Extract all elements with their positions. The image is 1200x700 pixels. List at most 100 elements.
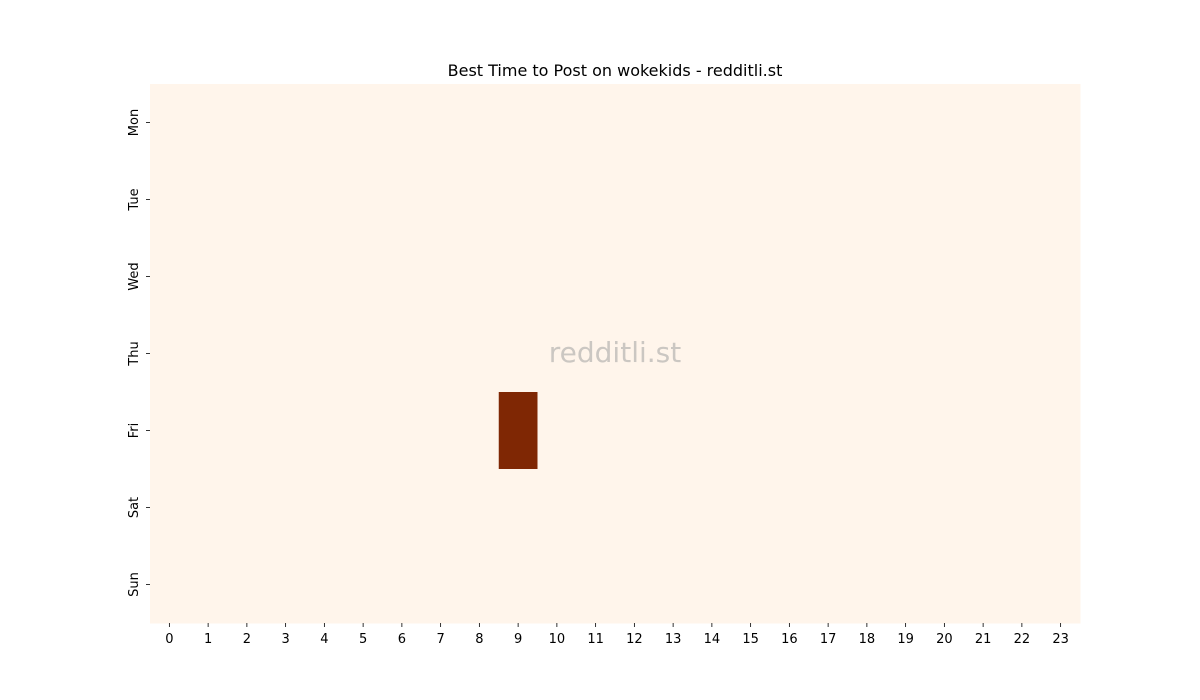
y-tick-label: Sun [127, 572, 142, 597]
heatmap-cell-sun-4 [305, 546, 345, 624]
heatmap-cell-sun-11 [576, 546, 616, 624]
heatmap-cell-sun-5 [343, 546, 383, 624]
x-tick-label: 3 [281, 632, 289, 647]
heatmap-cell-tue-5 [343, 161, 383, 239]
heatmap-cell-thu-17 [808, 315, 848, 393]
heatmap-cell-wed-13 [653, 238, 693, 316]
heatmap-cell-thu-7 [421, 315, 461, 393]
heatmap-cell-sat-12 [615, 469, 655, 547]
heatmap-cell-mon-20 [925, 84, 965, 162]
heatmap-cell-fri-9 [498, 392, 538, 470]
heatmap-cell-tue-0 [150, 161, 190, 239]
heatmap-cell-tue-15 [731, 161, 771, 239]
heatmap-cell-sun-14 [692, 546, 732, 624]
heatmap-cell-mon-19 [886, 84, 926, 162]
y-tick-label: Wed [127, 262, 142, 290]
heatmap-cell-sat-10 [537, 469, 577, 547]
heatmap-cell-wed-20 [925, 238, 965, 316]
heatmap-cell-mon-17 [808, 84, 848, 162]
heatmap-cell-tue-20 [925, 161, 965, 239]
heatmap-cell-wed-22 [1002, 238, 1042, 316]
heatmap-cell-tue-16 [770, 161, 810, 239]
x-tick-label: 21 [975, 632, 992, 647]
x-tick-label: 11 [587, 632, 604, 647]
heatmap-cell-fri-18 [847, 392, 887, 470]
heatmap-cell-sat-9 [498, 469, 538, 547]
heatmap-cell-fri-6 [382, 392, 422, 470]
heatmap-cell-wed-6 [382, 238, 422, 316]
heatmap-cell-fri-4 [305, 392, 345, 470]
x-tick-label: 18 [859, 632, 876, 647]
x-tick-label: 22 [1014, 632, 1031, 647]
heatmap-cell-wed-11 [576, 238, 616, 316]
heatmap-cell-sun-0 [150, 546, 190, 624]
heatmap-cell-wed-16 [770, 238, 810, 316]
heatmap-cell-thu-2 [227, 315, 267, 393]
heatmap-cell-sat-14 [692, 469, 732, 547]
heatmap-cell-wed-15 [731, 238, 771, 316]
heatmap-cell-mon-9 [498, 84, 538, 162]
heatmap-cell-fri-22 [1002, 392, 1042, 470]
heatmap-cell-tue-18 [847, 161, 887, 239]
heatmap-cell-thu-10 [537, 315, 577, 393]
heatmap-cell-mon-6 [382, 84, 422, 162]
heatmap-cell-mon-8 [460, 84, 500, 162]
heatmap-cell-wed-9 [498, 238, 538, 316]
heatmap-cell-tue-4 [305, 161, 345, 239]
heatmap-cell-sat-7 [421, 469, 461, 547]
heatmap-cell-tue-11 [576, 161, 616, 239]
heatmap-cell-mon-22 [1002, 84, 1042, 162]
heatmap-cell-tue-12 [615, 161, 655, 239]
heatmap-cell-mon-15 [731, 84, 771, 162]
heatmap-cell-sat-5 [343, 469, 383, 547]
heatmap-cell-sun-7 [421, 546, 461, 624]
heatmap-cell-mon-5 [343, 84, 383, 162]
heatmap-cell-wed-21 [963, 238, 1003, 316]
heatmap-cell-tue-1 [188, 161, 228, 239]
heatmap-cell-fri-0 [150, 392, 190, 470]
heatmap-cell-thu-8 [460, 315, 500, 393]
heatmap-cell-sun-1 [188, 546, 228, 624]
heatmap-cell-fri-13 [653, 392, 693, 470]
heatmap-cell-fri-19 [886, 392, 926, 470]
heatmap-cell-tue-13 [653, 161, 693, 239]
heatmap-cell-sat-11 [576, 469, 616, 547]
heatmap-cell-tue-3 [266, 161, 306, 239]
heatmap-cell-sat-21 [963, 469, 1003, 547]
heatmap-cell-fri-21 [963, 392, 1003, 470]
heatmap-cell-sat-13 [653, 469, 693, 547]
heatmap-cell-tue-10 [537, 161, 577, 239]
heatmap-cell-tue-2 [227, 161, 267, 239]
heatmap-cell-wed-1 [188, 238, 228, 316]
heatmap-cell-sun-19 [886, 546, 926, 624]
heatmap-cell-thu-9 [498, 315, 538, 393]
heatmap-cell-sun-23 [1041, 546, 1081, 624]
heatmap-cell-thu-4 [305, 315, 345, 393]
heatmap-cell-fri-16 [770, 392, 810, 470]
heatmap-cell-sat-23 [1041, 469, 1081, 547]
heatmap-cell-fri-2 [227, 392, 267, 470]
x-tick-label: 17 [820, 632, 837, 647]
heatmap-cell-thu-11 [576, 315, 616, 393]
heatmap-cell-tue-7 [421, 161, 461, 239]
heatmap-cell-sun-2 [227, 546, 267, 624]
y-axis: Mon Tue Wed Thu Fri Sat Sun [127, 109, 150, 597]
heatmap-cell-wed-10 [537, 238, 577, 316]
heatmap-cell-sat-1 [188, 469, 228, 547]
heatmap-cell-sun-20 [925, 546, 965, 624]
heatmap-cell-sun-22 [1002, 546, 1042, 624]
heatmap-cell-mon-7 [421, 84, 461, 162]
heatmap-cell-mon-2 [227, 84, 267, 162]
heatmap-cell-fri-11 [576, 392, 616, 470]
heatmap-cell-fri-15 [731, 392, 771, 470]
heatmap-cell-wed-18 [847, 238, 887, 316]
heatmap-cell-fri-3 [266, 392, 306, 470]
x-tick-label: 8 [475, 632, 483, 647]
x-tick-label: 20 [936, 632, 953, 647]
heatmap-cell-thu-22 [1002, 315, 1042, 393]
heatmap-cell-mon-0 [150, 84, 190, 162]
x-tick-label: 13 [665, 632, 682, 647]
x-axis: 0 1 2 3 4 5 6 7 8 9 10 11 12 13 14 15 16 17 18 19 20 21 22 23 [165, 623, 1069, 647]
heatmap-cell-wed-8 [460, 238, 500, 316]
heatmap-cell-thu-14 [692, 315, 732, 393]
